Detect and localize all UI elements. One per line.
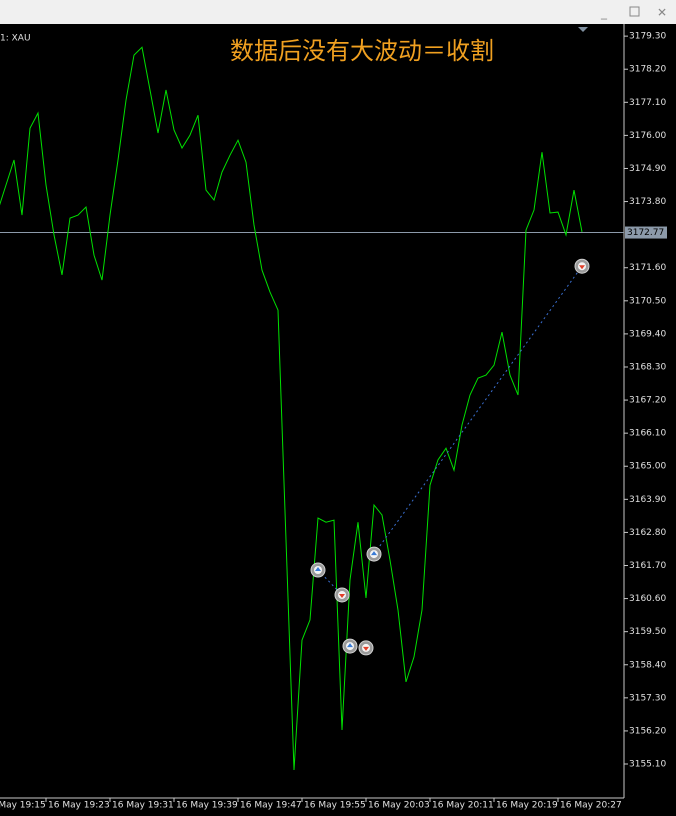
x-tick-label: 16 May 19:55 [304, 801, 366, 811]
x-tick-label: 16 May 19:23 [48, 801, 110, 811]
marker-arrow [371, 551, 377, 556]
marker-arrow [579, 265, 585, 270]
y-tick-label: 3169.40 [629, 329, 666, 339]
trade-marker [574, 258, 590, 274]
y-tick-label: 3174.90 [629, 164, 666, 174]
y-tick-label: 3166.10 [629, 429, 666, 439]
marker-arrow [339, 593, 345, 598]
y-tick-label: 3170.50 [629, 296, 666, 306]
y-tick-label: 3168.30 [629, 362, 666, 372]
y-tick-label: 3176.00 [629, 131, 666, 141]
x-tick-label: 16 May 20:11 [432, 801, 494, 811]
symbol-label: 1: XAU [0, 34, 31, 44]
y-tick-label: 3167.20 [629, 396, 666, 406]
chart-background [0, 24, 676, 816]
trade-marker [366, 546, 382, 562]
trade-marker [310, 562, 326, 578]
y-tick-label: 3165.00 [629, 462, 666, 472]
trade-marker [342, 638, 358, 654]
price-line-series [0, 46, 583, 771]
x-tick-label: 16 May 20:19 [496, 801, 558, 811]
y-tick-label: 3159.50 [629, 627, 666, 637]
maximize-button[interactable] [629, 6, 640, 17]
x-tick-label: 16 May 19:15 [0, 801, 46, 811]
trade-marker [358, 640, 374, 656]
y-tick-label: 3173.80 [629, 197, 666, 207]
y-tick-label: 3158.40 [629, 660, 666, 670]
y-tick-label: 3156.20 [629, 726, 666, 736]
y-tick-label: 3157.30 [629, 693, 666, 703]
minimize-button[interactable]: _ [600, 6, 608, 20]
price-label: 3172.77 [627, 228, 664, 238]
shift-marker [578, 27, 588, 32]
trade-marker [334, 587, 350, 603]
annotation: 数据后没有大波动＝收割 [230, 37, 494, 65]
y-tick-label: 3161.70 [629, 561, 666, 571]
marker-arrow [315, 567, 321, 572]
y-tick-label: 3155.10 [629, 760, 666, 770]
marker-arrow [363, 646, 369, 651]
x-tick-label: 16 May 19:31 [112, 801, 174, 811]
x-tick-label: 16 May 20:03 [368, 801, 430, 811]
y-tick-label: 3177.10 [629, 98, 666, 108]
x-tick-label: 16 May 20:27 [560, 801, 622, 811]
y-tick-label: 3179.30 [629, 32, 666, 42]
trade-link [373, 265, 583, 555]
x-tick-label: 16 May 19:39 [176, 801, 238, 811]
y-tick-label: 3171.60 [629, 263, 666, 273]
y-tick-label: 3163.90 [629, 495, 666, 505]
y-tick-label: 3178.20 [629, 65, 666, 75]
y-tick-label: 3160.60 [629, 594, 666, 604]
price-label-box [625, 226, 667, 239]
close-button[interactable]: ✕ [657, 6, 667, 20]
title-bar [0, 0, 676, 24]
x-tick-label: 16 May 19:47 [240, 801, 302, 811]
y-tick-label: 3162.80 [629, 528, 666, 538]
marker-arrow [347, 643, 353, 648]
